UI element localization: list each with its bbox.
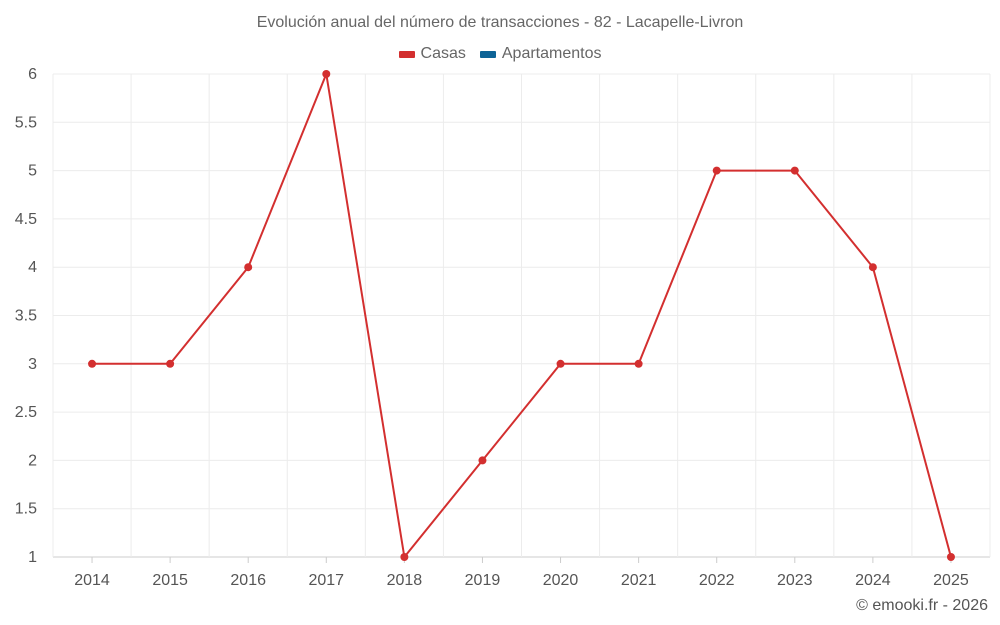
y-tick-label: 5.5	[15, 114, 37, 131]
data-point-casas	[634, 359, 643, 368]
y-tick-label: 2	[28, 452, 37, 469]
legend-swatch-casas	[398, 50, 415, 58]
data-point-casas	[244, 263, 253, 272]
y-tick-label: 1.5	[15, 501, 37, 518]
data-point-casas	[556, 359, 565, 368]
data-point-casas	[790, 166, 799, 175]
data-point-casas	[400, 553, 409, 561]
x-tick-label: 2024	[855, 572, 891, 589]
x-tick-label: 2020	[543, 572, 579, 589]
x-tick-label: 2017	[308, 572, 344, 589]
y-tick-label: 5	[28, 163, 37, 180]
y-tick-label: 2.5	[15, 404, 37, 421]
data-point-casas	[712, 166, 721, 175]
y-tick-label: 3.5	[15, 308, 37, 325]
x-tick-label: 2014	[74, 572, 110, 589]
y-tick-label: 4	[28, 259, 37, 276]
x-tick-label: 2021	[621, 572, 657, 589]
y-tick-label: 4.5	[15, 211, 37, 228]
y-tick-label: 1	[28, 549, 37, 566]
x-tick-label: 2019	[465, 572, 501, 589]
x-tick-label: 2015	[152, 572, 188, 589]
legend-label-casas: Casas	[420, 45, 466, 62]
legend-swatch-apartamentos	[479, 50, 496, 58]
data-point-casas	[868, 263, 877, 272]
y-tick-label: 6	[28, 66, 37, 83]
chart-legend: Casas Apartamentos	[0, 45, 1000, 63]
x-tick-label: 2016	[230, 572, 266, 589]
copyright-footer: © emooki.fr - 2026	[856, 597, 988, 614]
x-tick-label: 2025	[933, 572, 969, 589]
data-point-casas	[322, 70, 331, 78]
x-tick-label: 2023	[777, 572, 813, 589]
legend-item-apartamentos[interactable]: Apartamentos	[479, 45, 602, 63]
x-tick-label: 2022	[699, 572, 735, 589]
data-point-casas	[166, 359, 175, 368]
x-tick-label: 2018	[387, 572, 423, 589]
legend-label-apartamentos: Apartamentos	[501, 45, 602, 62]
series-line-casas	[92, 73, 952, 558]
chart-title: Evolución anual del número de transaccio…	[256, 14, 744, 31]
legend-item-casas[interactable]: Casas	[398, 45, 466, 63]
y-tick-label: 3	[28, 356, 37, 373]
data-point-casas	[478, 456, 487, 465]
data-point-casas	[946, 553, 955, 561]
data-point-casas	[88, 359, 97, 368]
